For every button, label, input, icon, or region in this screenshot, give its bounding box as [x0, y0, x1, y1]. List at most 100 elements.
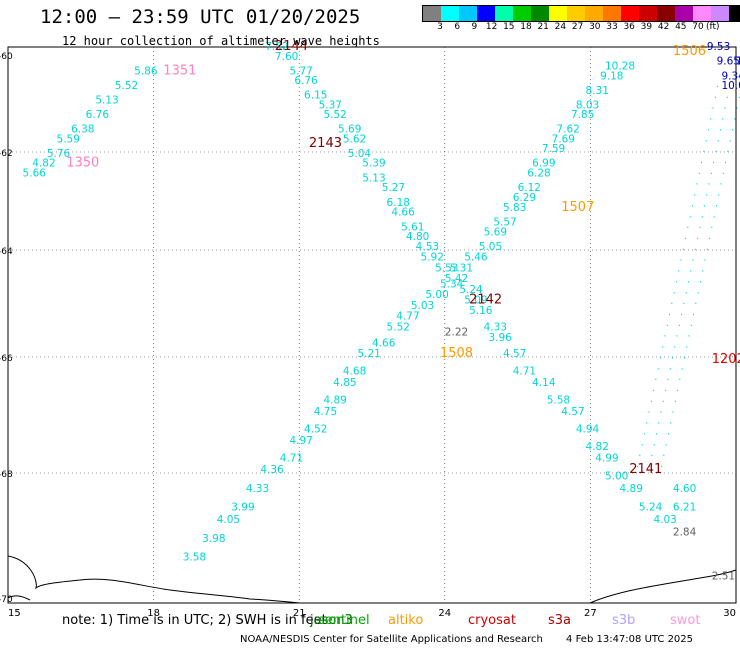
swot-track-value: 5.59: [57, 133, 80, 145]
dense-track-mark: ·: [661, 343, 664, 354]
pass-time-label: 1351: [163, 63, 196, 78]
colorbar-swatch: [693, 6, 711, 21]
swot-track-value: 4.82: [32, 158, 55, 170]
dense-track-mark: ·: [738, 93, 740, 104]
dense-track-mark: ·: [668, 310, 671, 321]
dense-track-mark: ·: [676, 386, 679, 397]
s3a-track-value: 5.13: [362, 172, 385, 184]
s3a-track-value: 4.33: [484, 321, 507, 333]
dense-track-mark: ·: [717, 136, 720, 147]
dense-track-mark: ·: [689, 212, 692, 223]
s3a-track-value: 5.37: [319, 99, 342, 111]
altiko-track-value: 5.57: [493, 217, 516, 229]
footer: NOAA/NESDIS Center for Satellite Applica…: [240, 634, 713, 645]
dense-track-mark: ·: [674, 397, 677, 408]
dense-track-mark: ·: [701, 267, 704, 278]
x-tick-label: 21: [293, 608, 306, 619]
dense-track-mark: ·: [711, 104, 714, 115]
s3a-track-value: 5.52: [323, 109, 346, 121]
colorbar-tick-label: 3: [437, 22, 443, 32]
dense-track-mark: ·: [708, 234, 711, 245]
dense-track-mark: ·: [638, 451, 641, 462]
dense-track-mark: ·: [733, 115, 736, 126]
dense-track-mark: ·: [735, 104, 738, 115]
dense-track-mark: ·: [710, 169, 713, 180]
dense-track-mark: ·: [667, 429, 670, 440]
colorbar-swatch: [675, 6, 693, 21]
y-tick-label: -68: [0, 470, 13, 480]
altiko-track-value: 3.98: [202, 533, 225, 545]
s3a-track-value: 5.62: [343, 133, 366, 145]
dense-track-mark: ·: [657, 419, 660, 430]
s3a-track-value: 5.69: [338, 124, 361, 136]
dense-track-mark: ·: [702, 147, 705, 158]
altiko-track-value: 4.75: [314, 406, 337, 418]
dense-track-mark: ·: [645, 419, 648, 430]
dense-track-mark: ·: [699, 277, 702, 288]
dense-track-mark: ·: [698, 169, 701, 180]
dense-track-mark: ·: [650, 451, 653, 462]
dense-track-mark: ·: [643, 429, 646, 440]
dense-track-mark: ·: [726, 93, 729, 104]
s3a-track-value: 4.57: [561, 406, 584, 418]
gray-track-value: 2.22: [445, 327, 468, 339]
colorbar-swatch: [603, 6, 621, 21]
altiko-track-value: 3.99: [231, 502, 254, 514]
x-tick-label: 15: [8, 608, 21, 619]
dense-track-mark: ·: [685, 343, 688, 354]
dense-track-mark: ·: [673, 343, 676, 354]
coastline: [7, 555, 301, 604]
dense-track-mark: ·: [657, 364, 660, 375]
blue-track-value: 10.09: [721, 80, 740, 92]
altiko-track-value: 5.46: [464, 252, 488, 264]
dense-track-mark: ·: [687, 277, 690, 288]
s3a-track-value: 4.57: [503, 348, 526, 360]
dense-track-mark: ·: [636, 462, 639, 473]
blue-track-value: 10: [736, 56, 740, 68]
legend-cryosat: cryosat: [468, 613, 516, 628]
s3a-track-value: 6.15: [304, 90, 327, 102]
dense-track-mark: ·: [719, 125, 722, 136]
colorbar-swatch: [513, 6, 531, 21]
dense-track-mark: ·: [726, 147, 729, 158]
altiko-track-value: 6.99: [532, 158, 555, 170]
dense-track-mark: ·: [721, 115, 724, 126]
dense-track-mark: ·: [722, 169, 725, 180]
colorbar-swatch: [657, 6, 675, 21]
s3a-track-value: 7.52: [265, 41, 288, 53]
colorbar-swatch: [531, 6, 549, 21]
colorbar-tick-label: 18: [520, 22, 532, 32]
s3a-track-value: 4.82: [586, 441, 609, 453]
altiko-track-value: 4.77: [396, 311, 419, 323]
dense-track-mark: ·: [660, 462, 663, 473]
dense-track-mark: ·: [697, 288, 700, 299]
colorbar-tick-label: 30: [589, 22, 601, 32]
dense-track-mark: ·: [695, 180, 698, 191]
dense-track-mark: ·: [703, 201, 706, 212]
altiko-track-value: 7.59: [542, 143, 565, 155]
dense-track-mark: ·: [678, 375, 681, 386]
dense-track-mark: ·: [714, 147, 717, 158]
colorbar-swatch: [711, 6, 729, 21]
dense-track-mark: ·: [690, 321, 693, 332]
dense-track-mark: ·: [694, 245, 697, 256]
y-tick-label: -60: [0, 52, 13, 62]
colorbar-swatch: [639, 6, 657, 21]
s3a-track-value: 5.16: [469, 305, 493, 317]
s3a-track-value: 6.76: [294, 75, 318, 87]
dense-track-mark: ·: [691, 201, 694, 212]
dense-track-mark: ·: [652, 386, 655, 397]
dense-track-mark: ·: [686, 223, 689, 234]
s3a-track-value: 5.24: [459, 284, 483, 296]
altiko-track-value: 5.21: [357, 348, 380, 360]
altiko-track-value: 6.29: [513, 192, 536, 204]
s3a-track-value: 5.27: [382, 182, 405, 194]
altiko-track-value: 4.85: [333, 377, 356, 389]
dense-track-mark: ·: [728, 82, 731, 93]
s3a-track-value: 4.66: [391, 207, 415, 219]
dense-track-mark: ·: [647, 408, 650, 419]
pass-time-label: 1506: [673, 44, 706, 59]
swot-track-value: 5.52: [115, 80, 138, 92]
altiko-track-value: 4.97: [289, 435, 312, 447]
dense-track-mark: ·: [703, 256, 706, 267]
